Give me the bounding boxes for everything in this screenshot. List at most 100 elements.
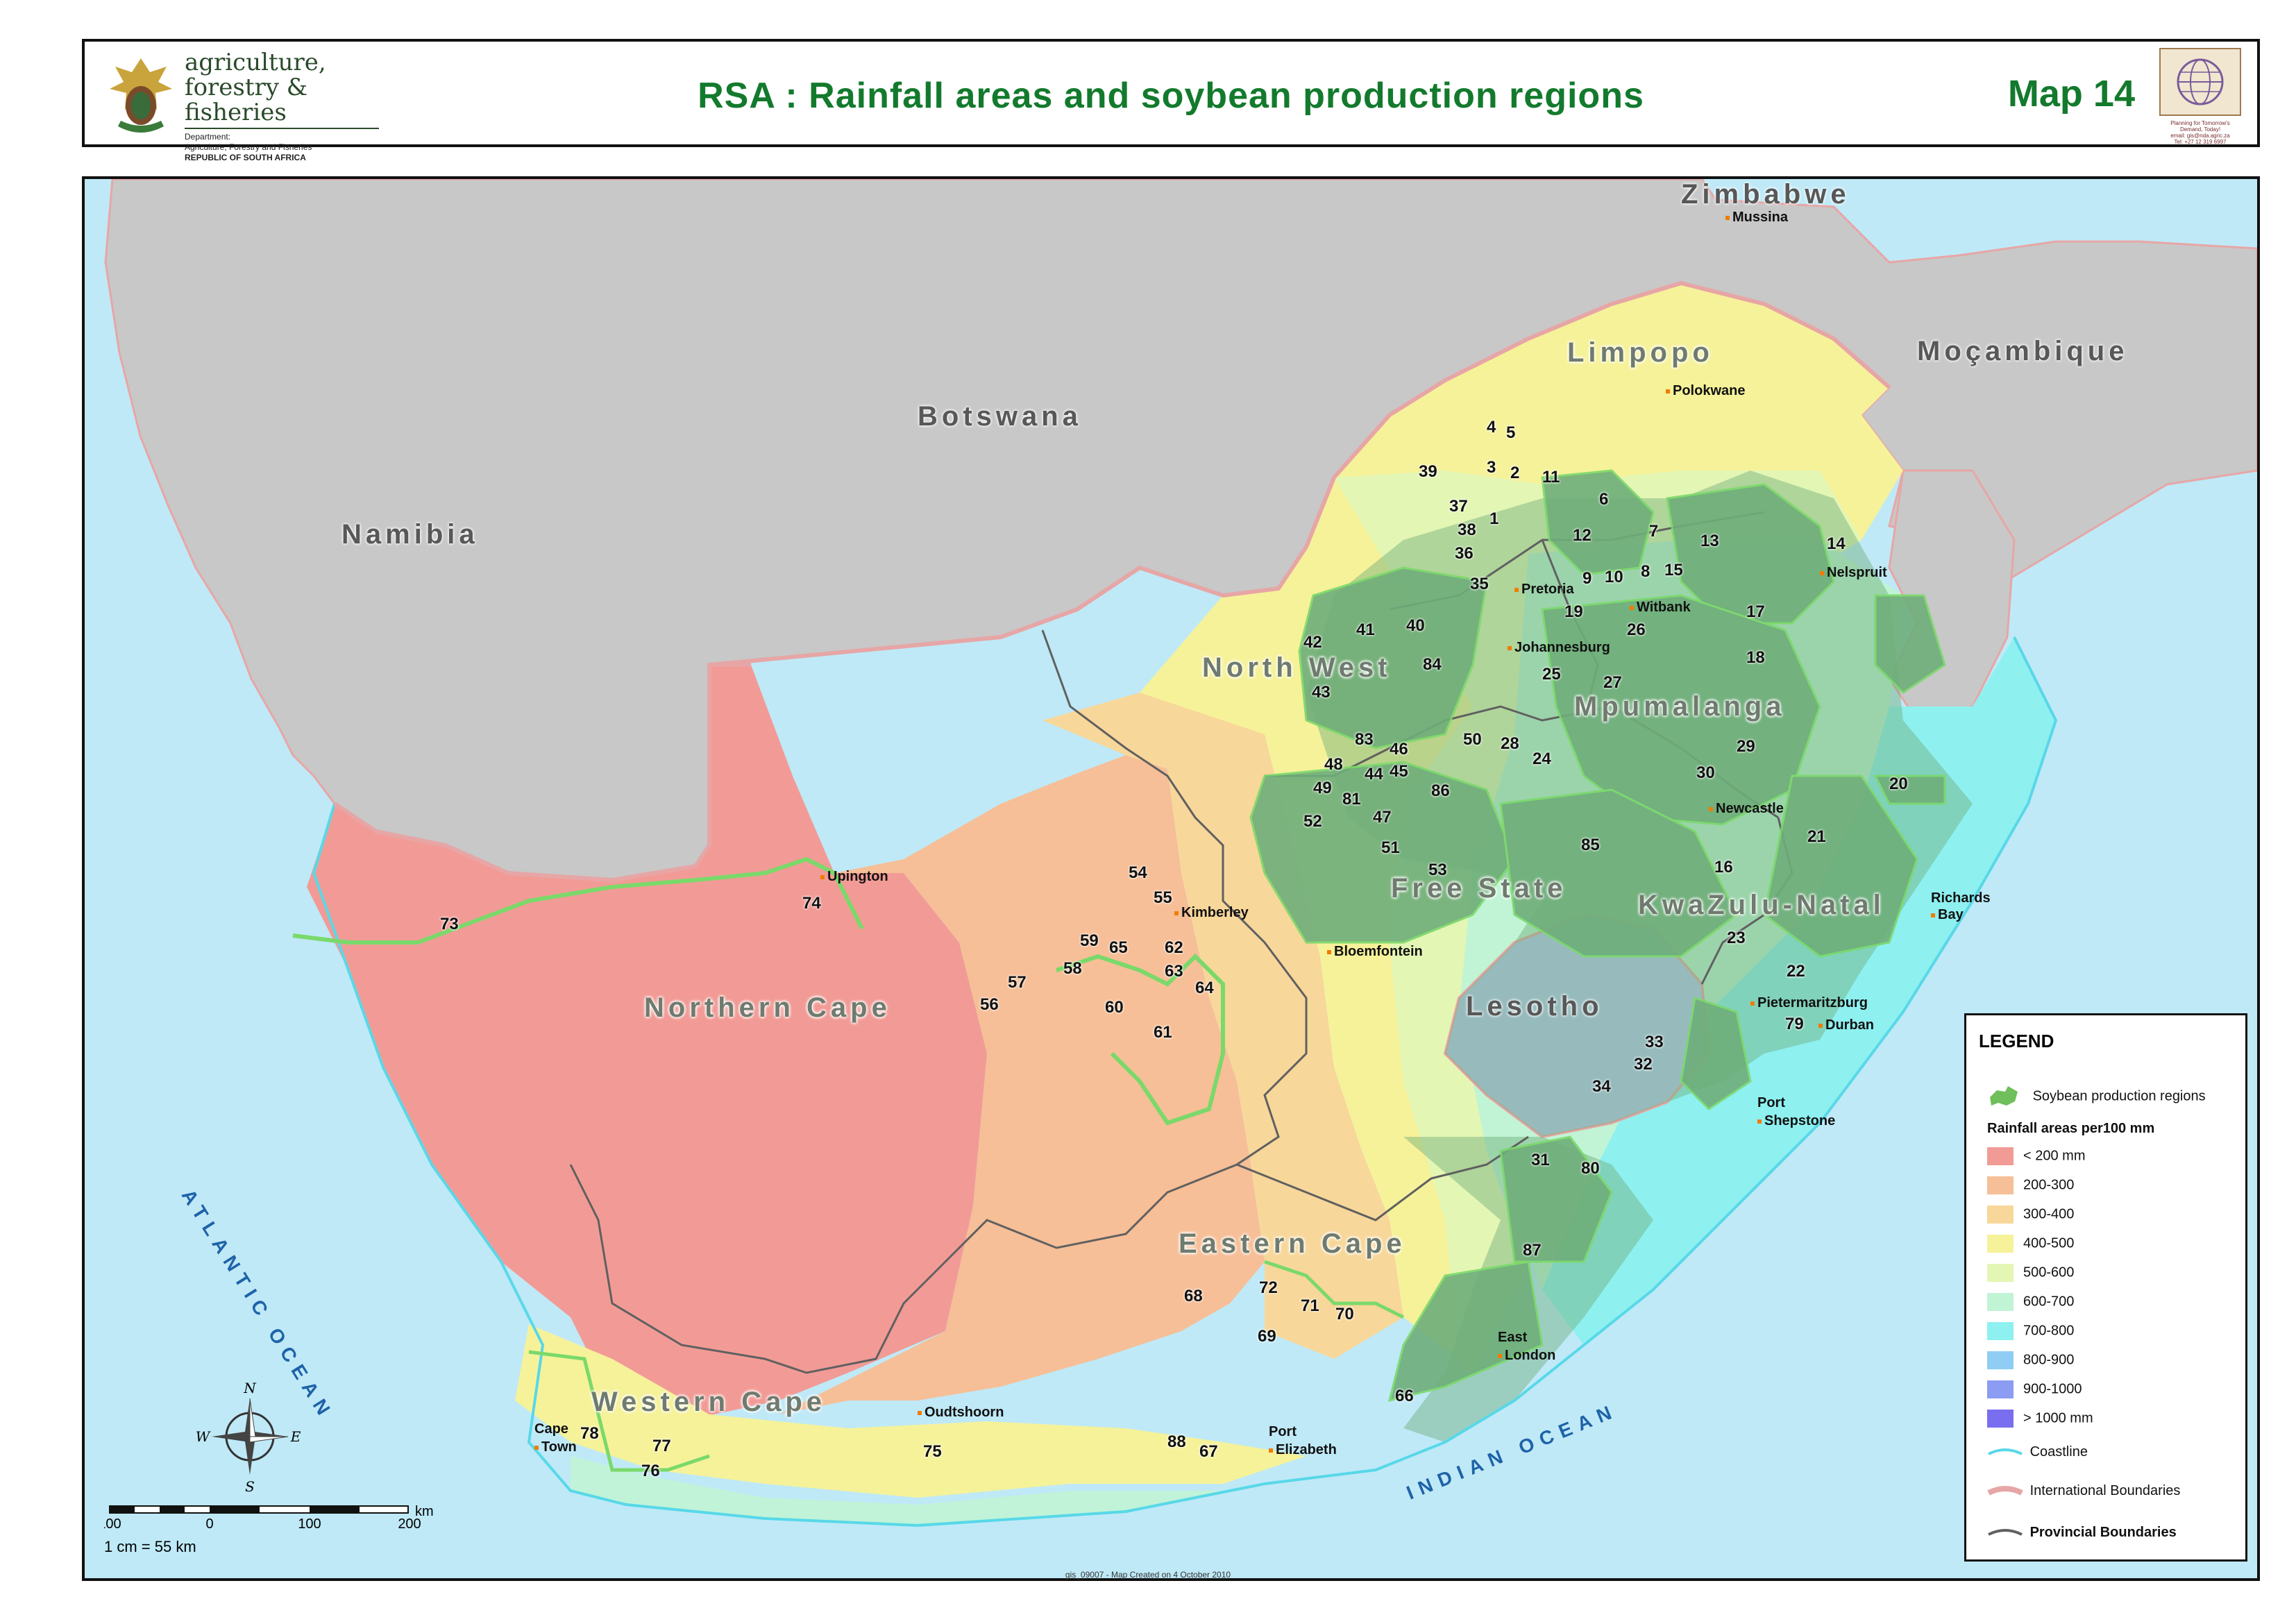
- town-port-shepstone: Port Shepstone: [1757, 1095, 1836, 1128]
- region-number: 25: [1542, 665, 1561, 684]
- legend-class: > 1000 mm: [1987, 1410, 2093, 1428]
- legend-international: International Boundaries: [1987, 1483, 2180, 1499]
- compass-w: W: [196, 1428, 211, 1445]
- region-number: 80: [1581, 1159, 1600, 1178]
- label-lesotho: Lesotho: [1466, 991, 1603, 1022]
- eastern-cape-soybean: [1264, 1260, 1405, 1319]
- region-number: 67: [1199, 1442, 1218, 1461]
- region-number: 7: [1649, 522, 1659, 541]
- region-number: 86: [1431, 781, 1450, 800]
- region-number: 76: [641, 1462, 660, 1480]
- compass-rose: N E S W: [194, 1378, 305, 1496]
- legend-class: 200-300: [1987, 1176, 2074, 1194]
- region-number: 8: [1641, 562, 1651, 581]
- region-number: 9: [1582, 569, 1592, 588]
- region-number: 14: [1827, 534, 1846, 553]
- south-coast-wet: [515, 1324, 1306, 1498]
- gis-logo: Planning for Tomorrow's Demand, Today! e…: [2159, 47, 2242, 145]
- label-northern-cape: Northern Cape: [644, 992, 891, 1023]
- south-coast-wetter: [571, 1456, 1223, 1525]
- international-boundary-line-icon: [1987, 1485, 2023, 1496]
- region-number: 69: [1258, 1327, 1276, 1346]
- legend-class: < 200 mm: [1987, 1147, 2085, 1165]
- soybean-swatch-icon: [1990, 1086, 2018, 1106]
- town-pretoria: Pretoria: [1514, 582, 1574, 598]
- region-number: 55: [1154, 888, 1172, 907]
- compass-s: S: [245, 1478, 255, 1495]
- scale-ratio: 1 cm = 55 km: [104, 1538, 196, 1555]
- region-number: 70: [1335, 1305, 1354, 1323]
- town-bloemfontein: Bloemfontein: [1327, 944, 1423, 960]
- region-number: 31: [1531, 1151, 1550, 1169]
- region-number: 46: [1390, 740, 1408, 759]
- label-north-west: North West: [1202, 652, 1392, 683]
- legend-soybean: Soybean production regions: [1987, 1085, 2206, 1108]
- country-name: REPUBLIC OF SOUTH AFRICA: [185, 153, 306, 162]
- international-boundary: [333, 280, 1891, 883]
- rainfall-700-800: [1542, 637, 2056, 1345]
- region-number: 57: [1008, 973, 1027, 992]
- label-mocambique: Moçambique: [1917, 336, 2129, 366]
- town-port-elizabeth: Port Elizabeth: [1269, 1424, 1337, 1457]
- region-number: 18: [1746, 648, 1765, 667]
- coastline: [312, 636, 2058, 1528]
- vaal-river-soybean: [1056, 953, 1225, 1126]
- scale-unit: km: [415, 1505, 434, 1519]
- scale-tick: 100: [104, 1516, 121, 1532]
- provincial-boundaries: [569, 511, 1793, 1374]
- town-johannesburg: Johannesburg: [1508, 640, 1610, 656]
- legend-class: 900-1000: [1987, 1380, 2082, 1398]
- legend-rainfall-heading: Rainfall areas per100 mm: [1987, 1121, 2155, 1136]
- region-number: 59: [1080, 931, 1099, 950]
- region-number: 41: [1356, 620, 1375, 639]
- region-number: 35: [1470, 575, 1489, 593]
- town-oudtshoorn: Oudtshoorn: [918, 1405, 1004, 1421]
- town-durban: Durban: [1818, 1017, 1874, 1033]
- legend-class: 400-500: [1987, 1235, 2074, 1253]
- town-polokwane: Polokwane: [1666, 383, 1745, 399]
- region-number: 22: [1787, 962, 1805, 981]
- label-eastern-cape: Eastern Cape: [1179, 1228, 1406, 1259]
- region-number: 26: [1627, 620, 1646, 639]
- town-kimberley: Kimberley: [1174, 905, 1249, 921]
- region-number: 39: [1419, 462, 1437, 481]
- rainfall-500-600: [1334, 471, 1862, 1373]
- region-number: 71: [1301, 1296, 1319, 1315]
- region-number: 68: [1184, 1287, 1203, 1305]
- town-richards-bay: Richards Bay: [1931, 890, 1991, 922]
- region-number: 23: [1727, 929, 1746, 947]
- label-kwazulu-natal: KwaZulu-Natal: [1638, 890, 1885, 920]
- region-number: 66: [1395, 1387, 1414, 1405]
- label-free-state: Free State: [1391, 873, 1567, 904]
- map-legend: LEGEND Soybean production regions Rainfa…: [1964, 1013, 2247, 1562]
- region-number: 16: [1714, 858, 1733, 877]
- region-number: 83: [1355, 730, 1374, 749]
- region-number: 6: [1599, 490, 1609, 509]
- gis-logo-slogan: Planning for Tomorrow's Demand, Today!: [2170, 120, 2230, 133]
- soybean-regions: [1249, 469, 1946, 1403]
- label-mpumalanga: Mpumalanga: [1574, 691, 1786, 722]
- region-number: 36: [1455, 544, 1474, 563]
- town-cape-town: Cape Town: [534, 1421, 577, 1455]
- region-number: 33: [1645, 1033, 1664, 1051]
- region-number: 45: [1390, 762, 1408, 781]
- department-name-line2: forestry & fisheries: [185, 74, 308, 126]
- region-number: 49: [1313, 779, 1332, 797]
- region-number: 21: [1807, 827, 1826, 846]
- gis-logo-email: email: gis@nda.agric.za: [2170, 133, 2230, 139]
- region-number: 5: [1506, 423, 1516, 442]
- region-number: 84: [1423, 655, 1442, 674]
- region-number: 37: [1449, 497, 1468, 516]
- region-number: 44: [1365, 765, 1383, 784]
- legend-class: 500-600: [1987, 1264, 2074, 1282]
- region-number: 58: [1063, 959, 1082, 978]
- region-number: 38: [1458, 521, 1476, 539]
- region-number: 47: [1373, 808, 1392, 827]
- region-number: 53: [1428, 861, 1447, 879]
- region-number: 10: [1605, 568, 1623, 586]
- scale-tick: 100: [298, 1516, 321, 1532]
- scale-bar-graphic: 100 0 100 200 km 1 cm = 55 km: [98, 1504, 434, 1555]
- region-number: 62: [1165, 938, 1183, 957]
- region-number: 77: [652, 1437, 671, 1455]
- region-number: 79: [1785, 1015, 1804, 1033]
